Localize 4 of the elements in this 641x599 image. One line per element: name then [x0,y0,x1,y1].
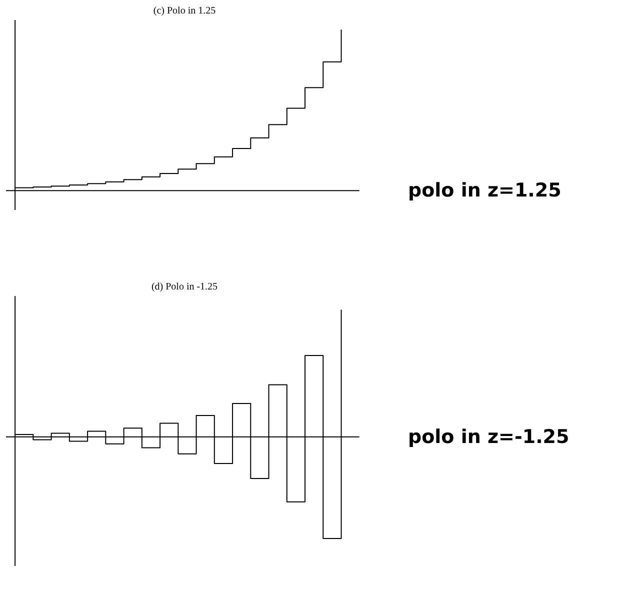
chart-title: (d) Polo in -1.25 [151,282,218,292]
chart-title: (c) Polo in 1.25 [153,6,216,16]
text: polo in z=-1.25 [408,426,570,448]
text: polo in z=1.25 [408,180,562,202]
